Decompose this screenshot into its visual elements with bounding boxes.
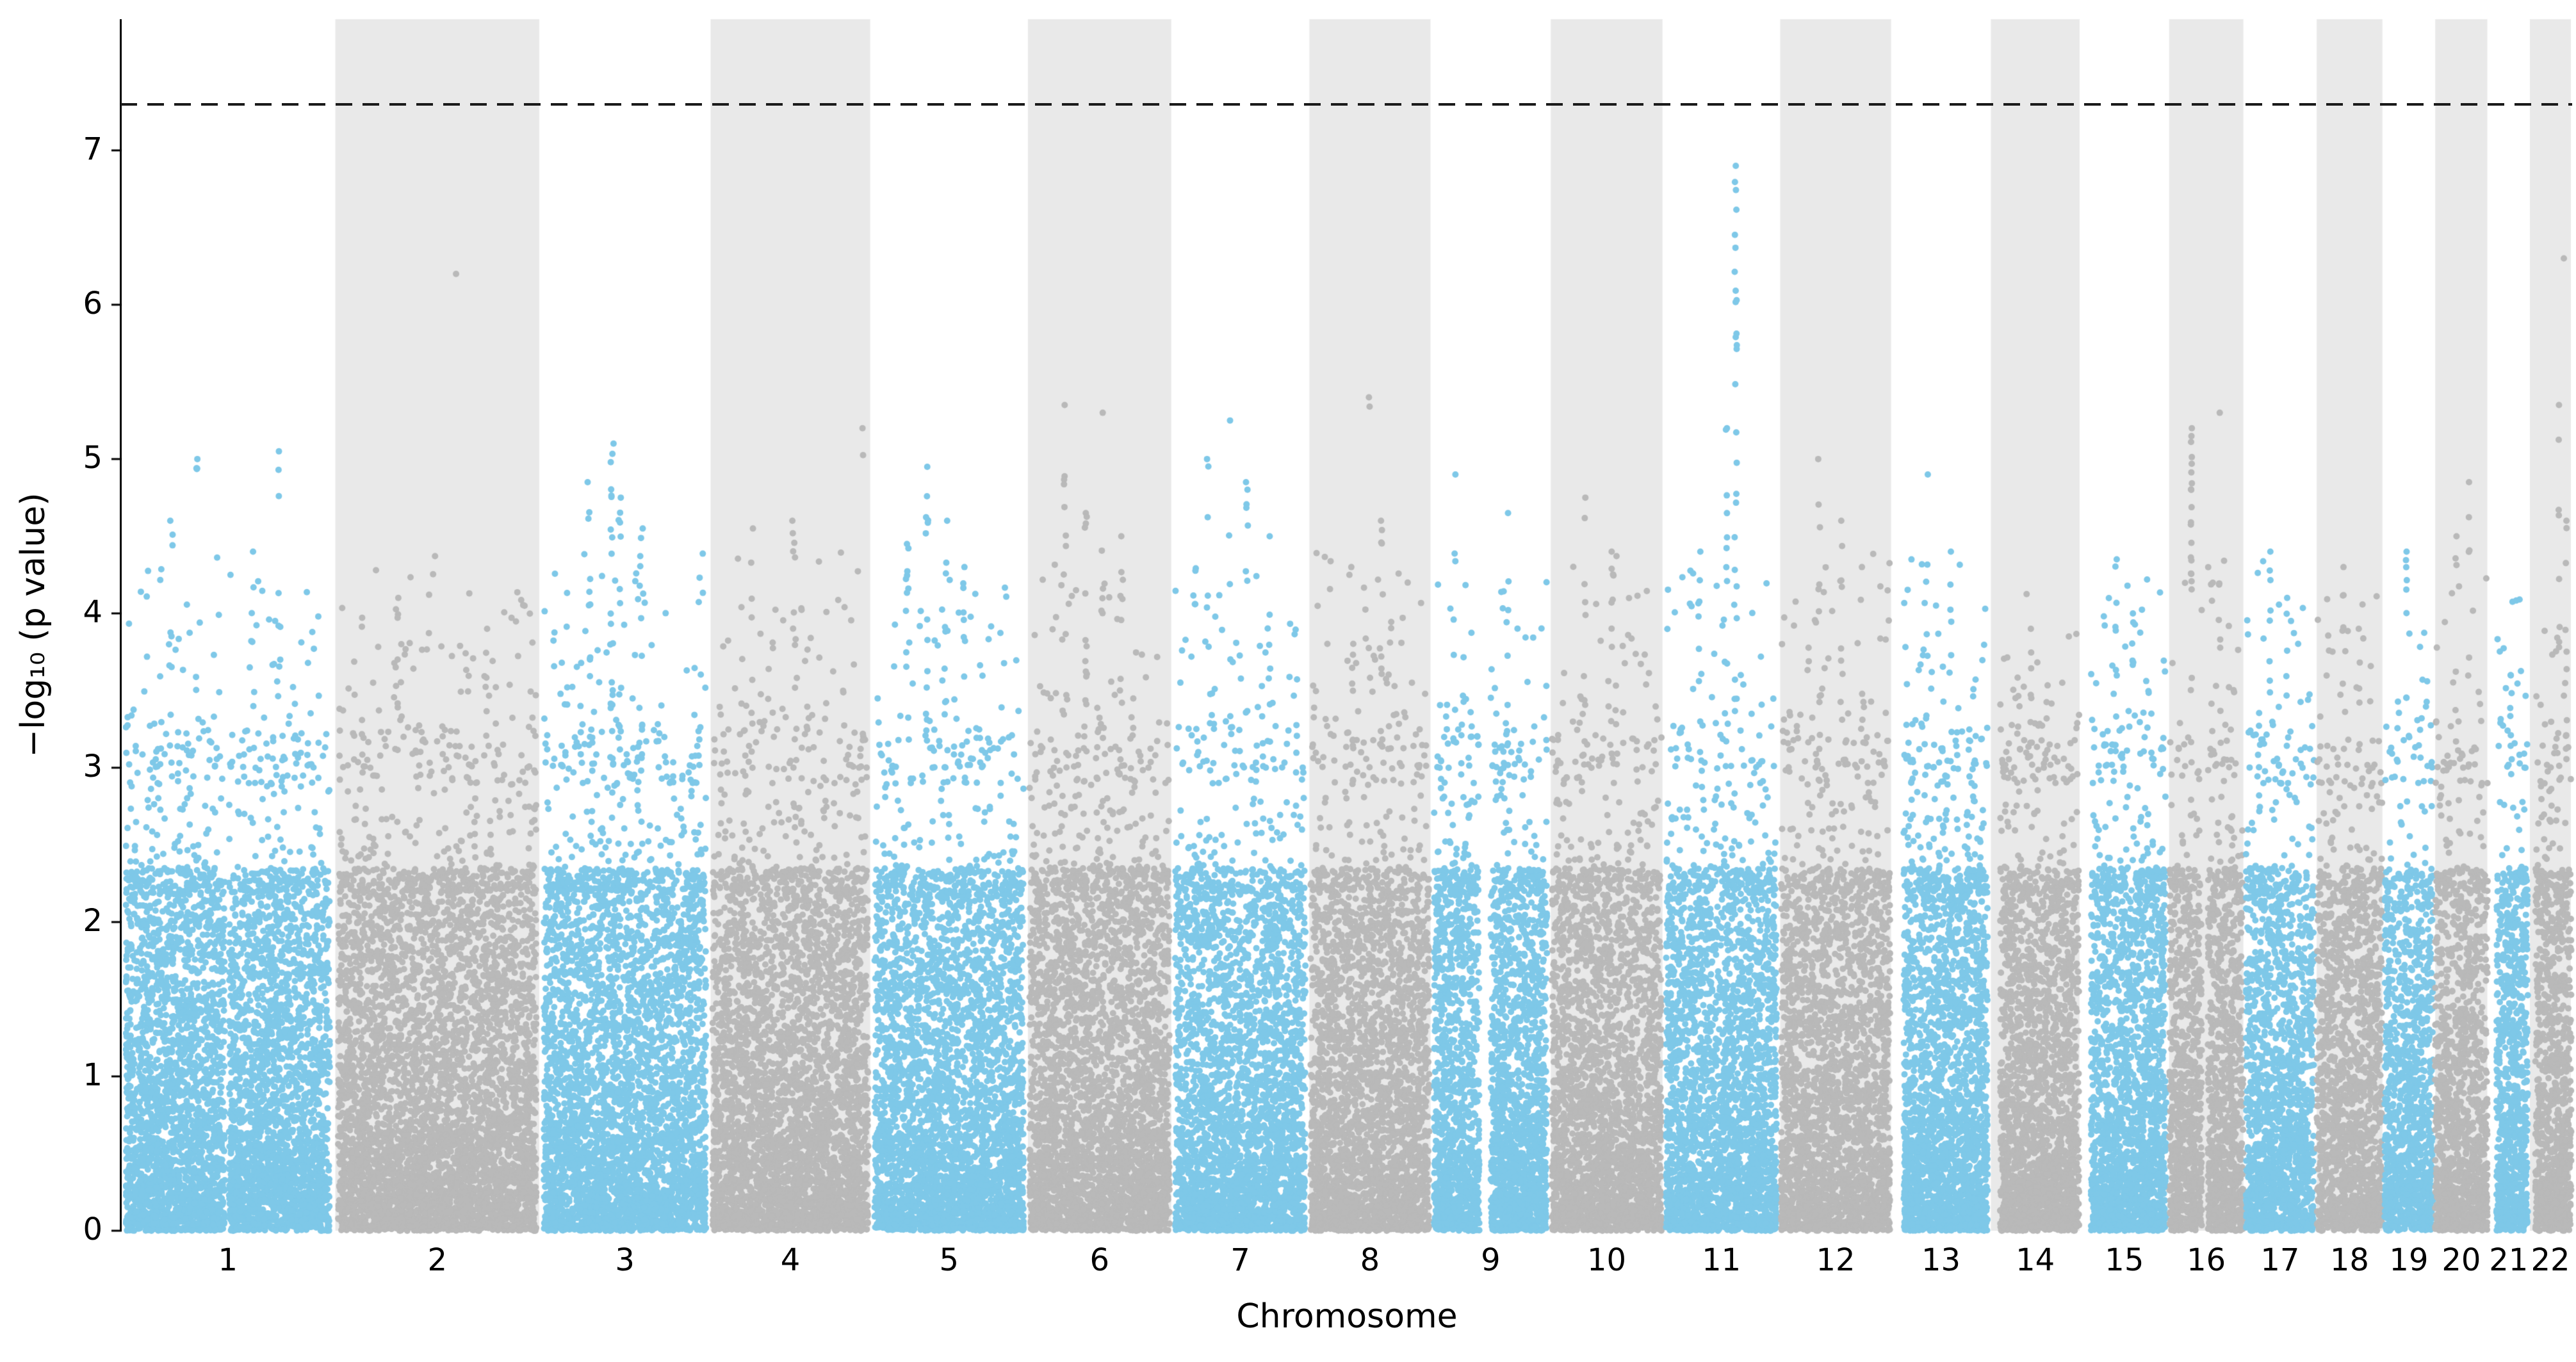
y-tick-label: 6 [83,285,102,321]
y-tick-label: 1 [83,1057,102,1093]
x-tick-label: 7 [1230,1242,1250,1278]
y-tick-label: 3 [83,748,102,784]
y-axis-line [120,19,122,1231]
x-tick-label: 12 [1816,1242,1855,1278]
x-tick-label: 18 [2329,1242,2369,1278]
y-tick-label: 4 [83,594,102,630]
x-tick-label: 21 [2489,1242,2529,1278]
x-axis-label: Chromosome [1236,1297,1458,1336]
x-tick-label: 1 [218,1242,238,1278]
significance-threshold-line [120,102,2572,106]
x-tick-label: 9 [1481,1242,1501,1278]
x-tick-label: 20 [2441,1242,2481,1278]
x-tick-label: 16 [2187,1242,2226,1278]
x-tick-label: 10 [1586,1242,1627,1278]
x-tick-label: 3 [615,1242,635,1278]
x-tick-label: 5 [939,1242,959,1278]
y-tick-label: 2 [83,902,102,939]
x-tick-label: 22 [2531,1242,2570,1278]
x-tick-label: 15 [2105,1242,2144,1278]
y-tick-label: 0 [83,1212,102,1247]
x-tick-label: 8 [1360,1242,1380,1278]
y-tick-label: 7 [83,131,102,167]
x-tick-label: 13 [1921,1242,1961,1278]
x-tick-label: 6 [1089,1242,1110,1278]
y-tick-label: 5 [83,439,102,476]
x-tick-label: 4 [780,1242,801,1278]
x-tick-label: 2 [427,1242,447,1278]
x-tick-label: 14 [2016,1242,2055,1278]
x-tick-label: 11 [1702,1242,1741,1278]
x-tick-label: 19 [2389,1242,2429,1278]
x-tick-label: 17 [2260,1242,2300,1278]
